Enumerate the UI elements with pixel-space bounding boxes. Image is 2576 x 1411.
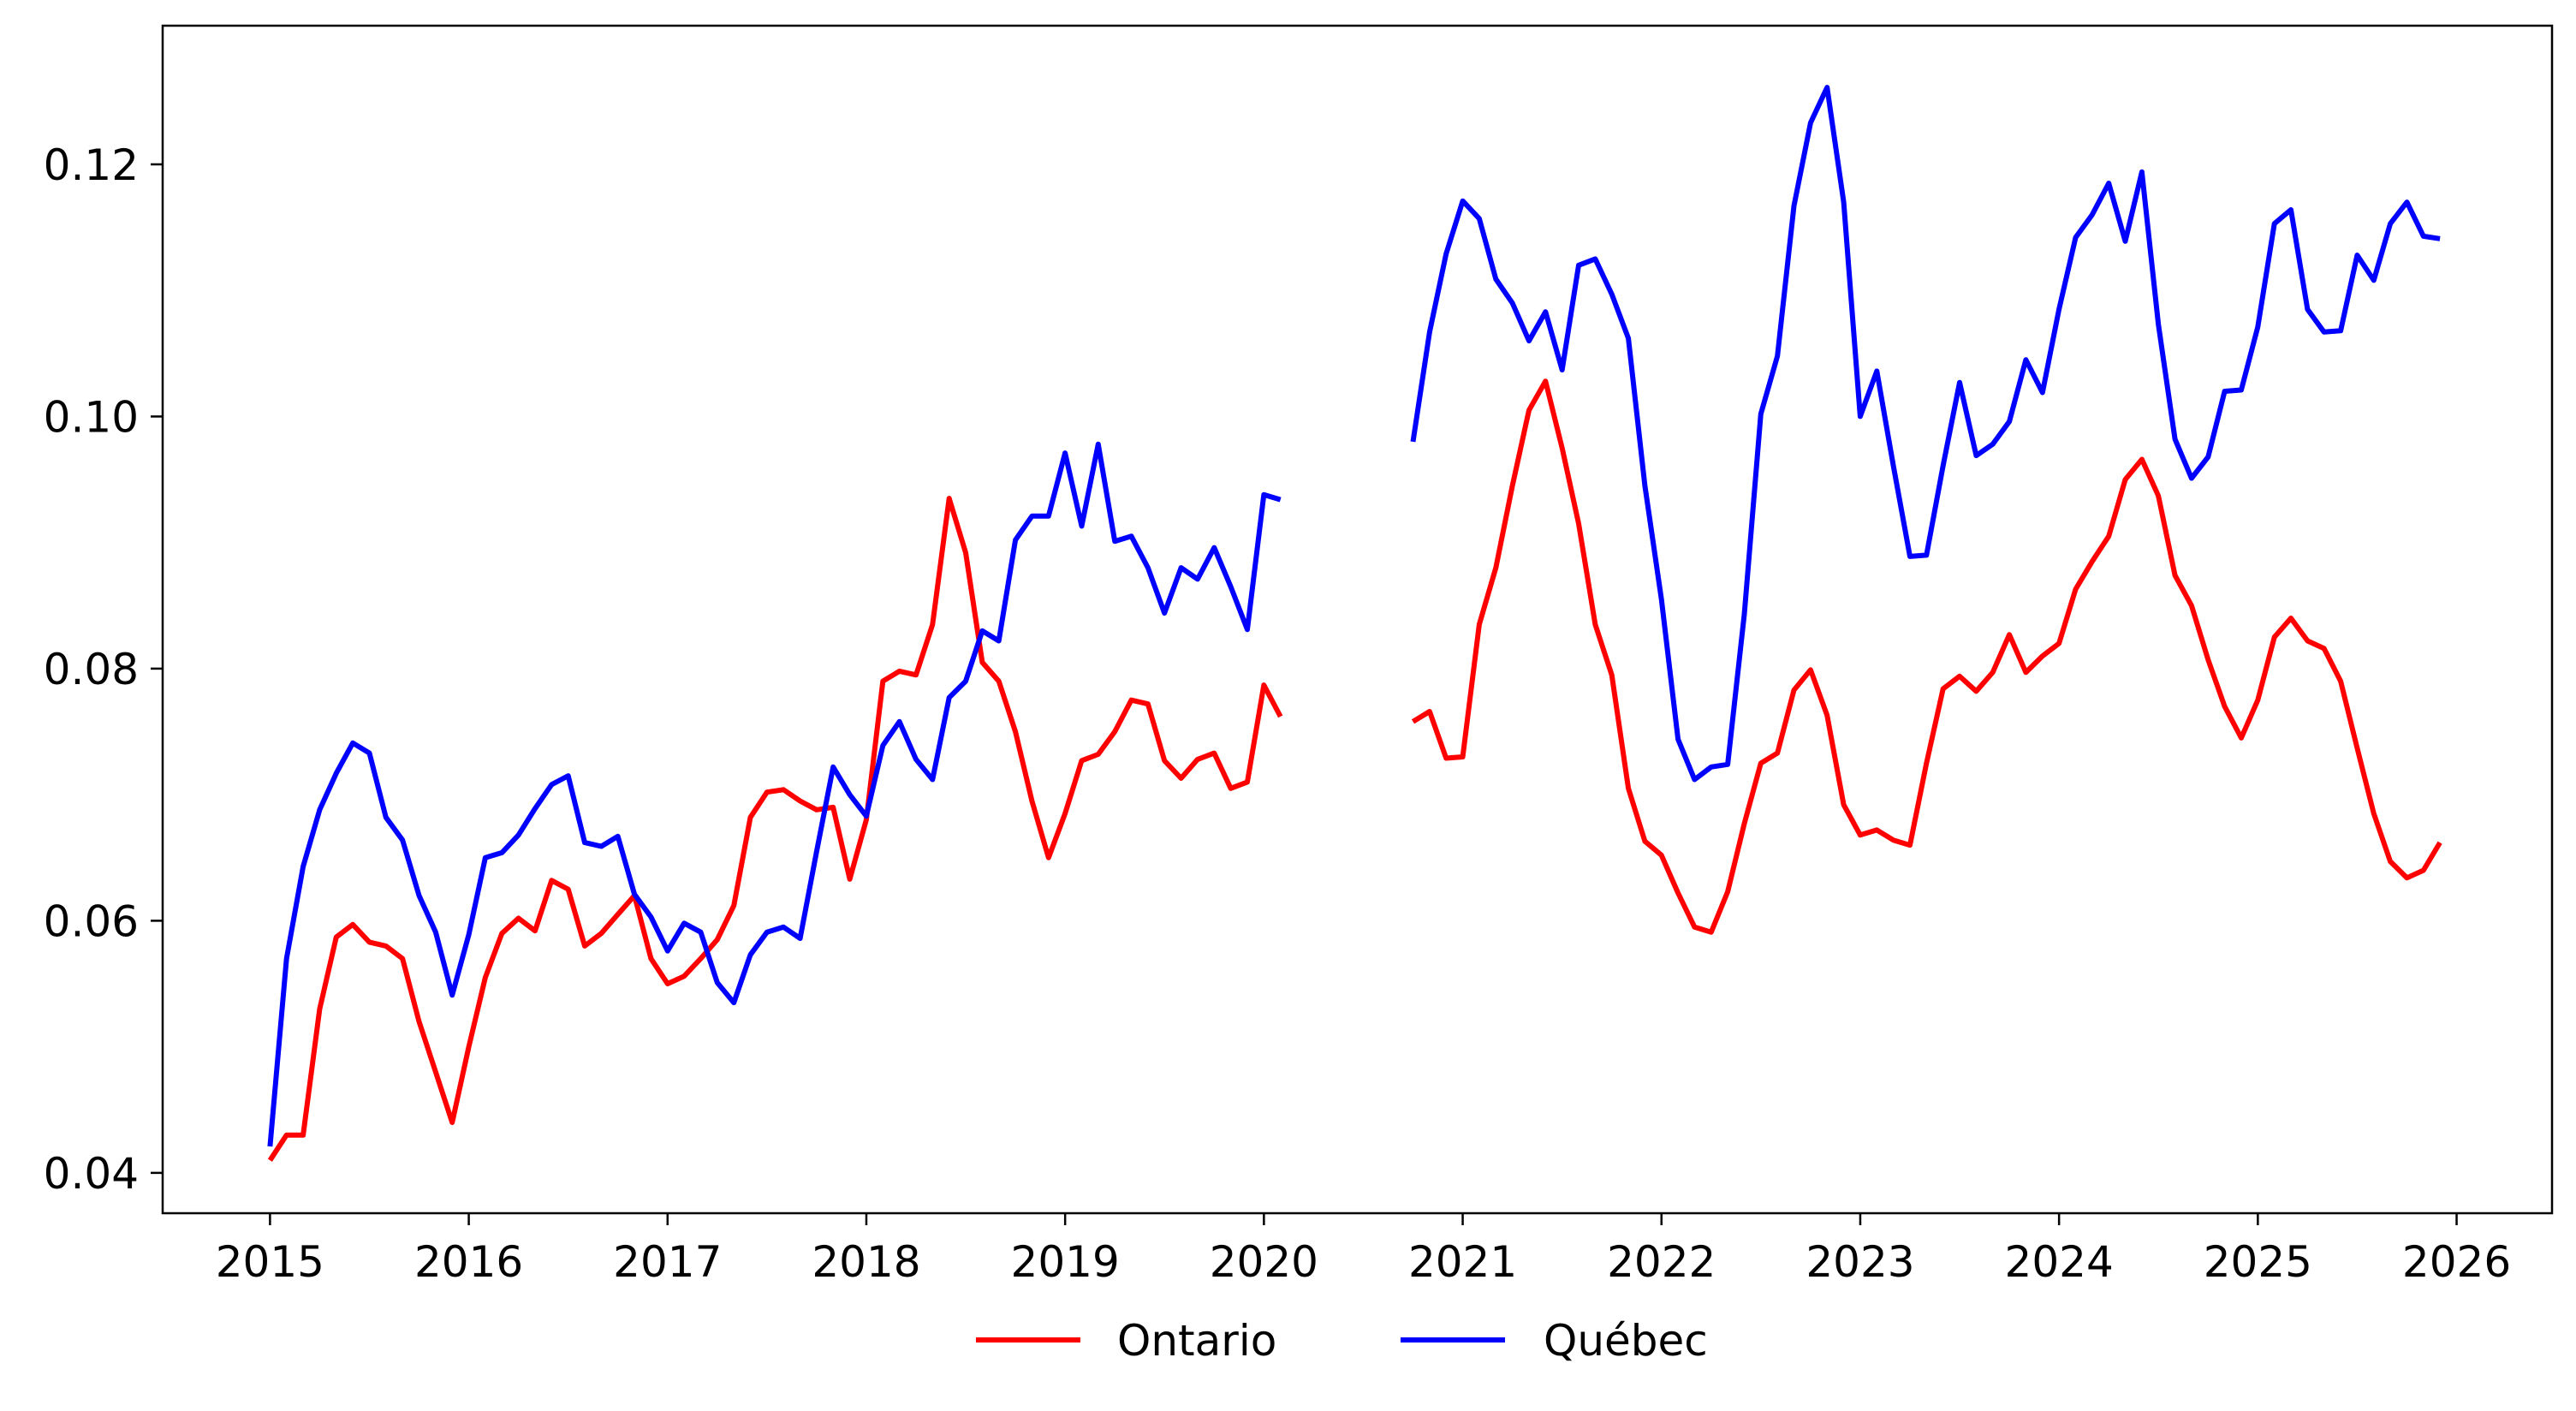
- legend-label-ontario: Ontario: [1117, 1316, 1276, 1366]
- x-tick-label: 2023: [1806, 1237, 1914, 1287]
- x-tick-label: 2015: [216, 1237, 324, 1287]
- x-axis: 2015 2016 2017 2018 2019 2020 2021 2022 2023 2024…: [216, 1213, 2511, 1287]
- legend-label-quebec: Québec: [1544, 1316, 1708, 1366]
- x-tick-label: 2026: [2402, 1237, 2511, 1287]
- x-tick-label: 2025: [2204, 1237, 2312, 1287]
- x-tick-label: 2019: [1011, 1237, 1120, 1287]
- legend: Ontario Québec: [976, 1316, 1708, 1366]
- x-tick-label: 2017: [613, 1237, 722, 1287]
- x-tick-label: 2024: [2005, 1237, 2114, 1287]
- x-tick-label: 2020: [1210, 1237, 1318, 1287]
- x-tick-label: 2021: [1408, 1237, 1517, 1287]
- series-line-ontario-segment-2: [1411, 378, 2442, 935]
- y-tick-label: 0.04: [44, 1149, 139, 1199]
- x-tick-label: 2022: [1607, 1237, 1716, 1287]
- y-tick-label: 0.12: [44, 140, 139, 190]
- y-tick-label: 0.08: [44, 645, 139, 694]
- x-tick-label: 2016: [414, 1237, 523, 1287]
- y-axis: 0.04 0.06 0.08 0.10 0.12: [44, 140, 163, 1199]
- x-tick-label: 2018: [812, 1237, 920, 1287]
- series-line-ontario-segment-1: [267, 496, 1283, 1162]
- series-lines: [267, 85, 2442, 1162]
- y-tick-label: 0.10: [44, 392, 139, 442]
- plot-frame: [161, 24, 2554, 1215]
- series-line-quebec-segment-2: [1410, 85, 2441, 783]
- y-tick-label: 0.06: [44, 896, 139, 946]
- series-line-quebec-segment-1: [267, 441, 1282, 1147]
